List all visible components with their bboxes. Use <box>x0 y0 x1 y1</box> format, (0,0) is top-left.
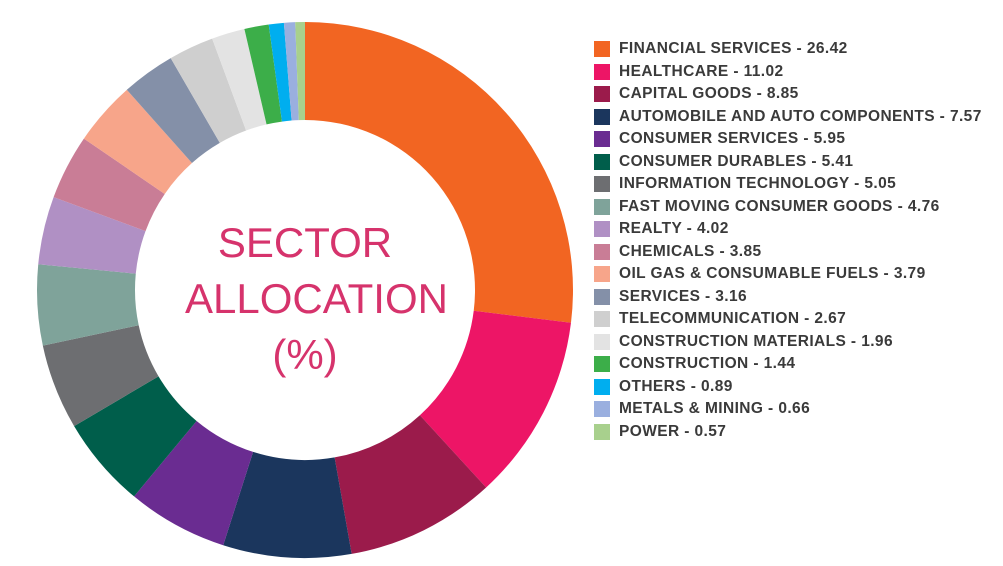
slice <box>134 420 254 546</box>
legend-label: AUTOMOBILE AND AUTO COMPONENTS - 7.57 <box>619 107 982 125</box>
slice <box>42 325 159 427</box>
legend-label: REALTY - 4.02 <box>619 220 729 237</box>
slice <box>334 415 487 554</box>
slice <box>223 451 352 558</box>
legend-entry: FAST MOVING CONSUMER GOODS - 4.76 <box>594 196 994 219</box>
chart-title: SECTOR ALLOCATION (%) <box>185 219 448 378</box>
legend-label: POWER - 0.57 <box>619 422 727 440</box>
legend: FINANCIAL SERVICES - 26.42 HEALTHCARE - 1… <box>594 38 994 443</box>
slice <box>53 138 165 232</box>
legend-label: OTHERS - 0.89 <box>619 377 733 395</box>
legend-label: OIL GAS & CONSUMABLE FUELS - 3.79 <box>619 265 926 282</box>
slice <box>83 89 192 194</box>
legend-swatch <box>594 176 610 192</box>
slice <box>38 197 146 274</box>
legend-entry: SERVICES - 3.16 <box>594 286 994 309</box>
legend-swatch <box>594 131 610 147</box>
slice <box>126 58 220 164</box>
legend-label: FINANCIAL SERVICES - 26.42 <box>619 40 848 57</box>
legend-entry: OIL GAS & CONSUMABLE FUELS - 3.79 <box>594 263 994 286</box>
legend-entry: AUTOMOBILE AND AUTO COMPONENTS - 7.57 <box>594 106 994 129</box>
legend-label: TELECOMMUNICATION - 2.67 <box>619 310 847 327</box>
legend-swatch <box>594 108 610 125</box>
slice <box>268 22 292 122</box>
legend-swatch <box>594 153 610 170</box>
legend-entry: FINANCIAL SERVICES - 26.42 <box>594 38 994 61</box>
legend-entry: INFORMATION TECHNOLOGY - 5.05 <box>594 173 994 196</box>
legend-swatch <box>594 266 610 282</box>
legend-entry: POWER - 0.57 <box>594 421 994 444</box>
legend-swatch <box>594 378 610 395</box>
legend-label: SERVICES - 3.16 <box>619 287 748 305</box>
slice <box>305 22 573 323</box>
slice <box>295 22 305 121</box>
legend-label: CONSUMER SERVICES - 5.95 <box>619 130 846 147</box>
legend-swatch <box>594 288 610 305</box>
legend-swatch <box>594 221 610 237</box>
legend-entry: CONSUMER DURABLES - 5.41 <box>594 151 994 174</box>
legend-swatch <box>594 86 610 102</box>
donut-chart <box>36 22 573 558</box>
legend-label: FAST MOVING CONSUMER GOODS - 4.76 <box>619 197 940 215</box>
legend-entry: CHEMICALS - 3.85 <box>594 241 994 264</box>
legend-swatch <box>594 63 610 80</box>
legend-entry: OTHERS - 0.89 <box>594 376 994 399</box>
legend-label: CONSUMER DURABLES - 5.41 <box>619 152 854 170</box>
slice <box>244 24 282 125</box>
legend-entry: CONSTRUCTION - 1.44 <box>594 353 994 376</box>
legend-entry: REALTY - 4.02 <box>594 218 994 241</box>
slice <box>212 28 267 131</box>
legend-swatch <box>594 356 610 372</box>
legend-swatch <box>594 198 610 215</box>
legend-swatch <box>594 333 610 350</box>
legend-swatch <box>594 311 610 327</box>
slice <box>419 310 571 488</box>
legend-entry: CONSUMER SERVICES - 5.95 <box>594 128 994 151</box>
legend-label: CONSTRUCTION - 1.44 <box>619 355 796 372</box>
legend-label: CHEMICALS - 3.85 <box>619 242 762 260</box>
legend-entry: CAPITAL GOODS - 8.85 <box>594 83 994 106</box>
legend-entry: HEALTHCARE - 11.02 <box>594 61 994 84</box>
legend-label: CONSTRUCTION MATERIALS - 1.96 <box>619 332 893 350</box>
slice <box>36 264 139 346</box>
legend-entry: TELECOMMUNICATION - 2.67 <box>594 308 994 331</box>
legend-swatch <box>594 243 610 260</box>
slice <box>170 38 247 143</box>
legend-label: METALS & MINING - 0.66 <box>619 400 811 417</box>
legend-entry: METALS & MINING - 0.66 <box>594 398 994 421</box>
legend-entry: CONSTRUCTION MATERIALS - 1.96 <box>594 331 994 354</box>
slice <box>283 22 299 121</box>
legend-swatch <box>594 401 610 417</box>
legend-label: INFORMATION TECHNOLOGY - 5.05 <box>619 175 897 192</box>
legend-label: HEALTHCARE - 11.02 <box>619 62 784 80</box>
legend-label: CAPITAL GOODS - 8.85 <box>619 85 799 102</box>
legend-swatch <box>594 423 610 440</box>
slice <box>74 376 197 497</box>
legend-swatch <box>594 41 610 57</box>
